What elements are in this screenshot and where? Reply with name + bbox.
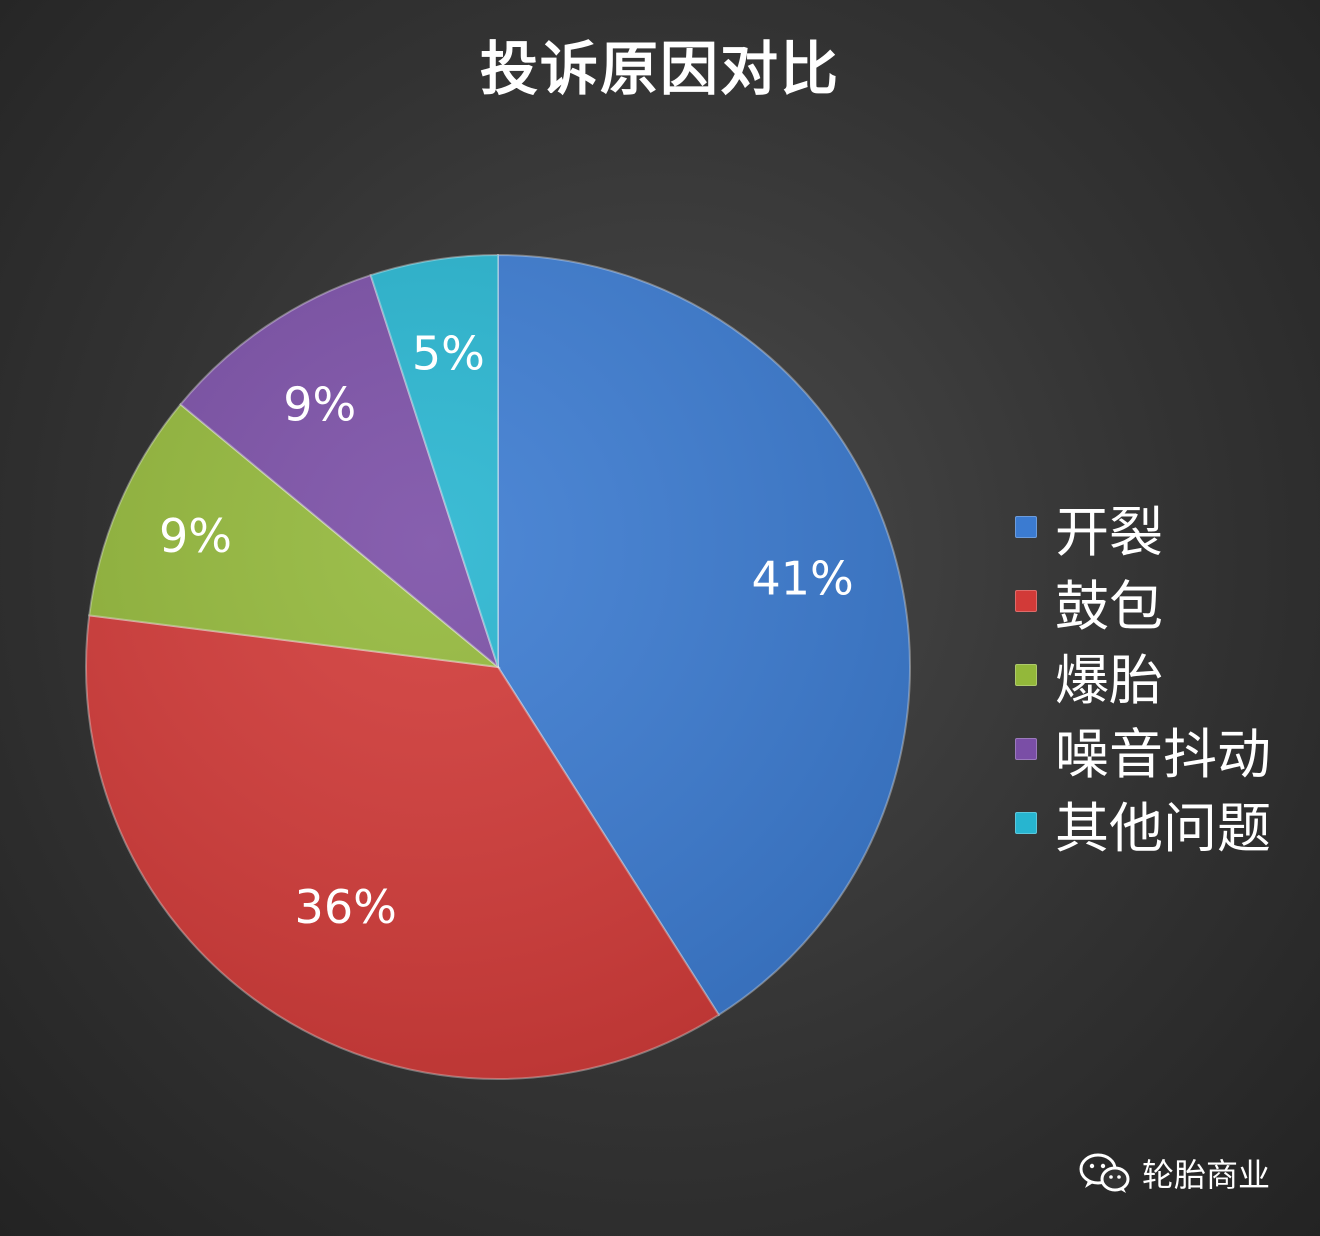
legend-item-5: 其他问题: [1015, 786, 1271, 860]
slice-value-label-3: 9%: [159, 509, 232, 563]
legend-swatch: [1015, 590, 1037, 612]
chart-title: 投诉原因对比: [479, 35, 840, 103]
legend-item-4: 噪音抖动: [1015, 712, 1271, 786]
legend-label: 爆胎: [1055, 648, 1163, 712]
wechat-icon: [1079, 1153, 1130, 1193]
legend-swatch: [1015, 738, 1037, 760]
watermark: 轮胎商业: [1078, 1150, 1270, 1196]
legend-label: 其他问题: [1055, 796, 1271, 860]
legend-swatch: [1015, 812, 1037, 834]
legend-label: 噪音抖动: [1055, 722, 1271, 786]
legend-item-3: 爆胎: [1015, 638, 1271, 712]
slice-value-label-5: 5%: [412, 327, 485, 381]
legend-label: 鼓包: [1055, 574, 1163, 638]
legend-swatch: [1015, 664, 1037, 686]
legend-item-1: 开裂: [1015, 490, 1271, 564]
legend: 开裂鼓包爆胎噪音抖动其他问题: [1015, 490, 1271, 860]
legend-item-2: 鼓包: [1015, 564, 1271, 638]
slice-value-label-2: 36%: [295, 880, 397, 934]
slice-value-label-1: 41%: [752, 551, 854, 605]
slice-value-label-4: 9%: [283, 378, 356, 432]
watermark-text: 轮胎商业: [1142, 1156, 1271, 1194]
legend-swatch: [1015, 516, 1037, 538]
legend-label: 开裂: [1055, 500, 1163, 564]
